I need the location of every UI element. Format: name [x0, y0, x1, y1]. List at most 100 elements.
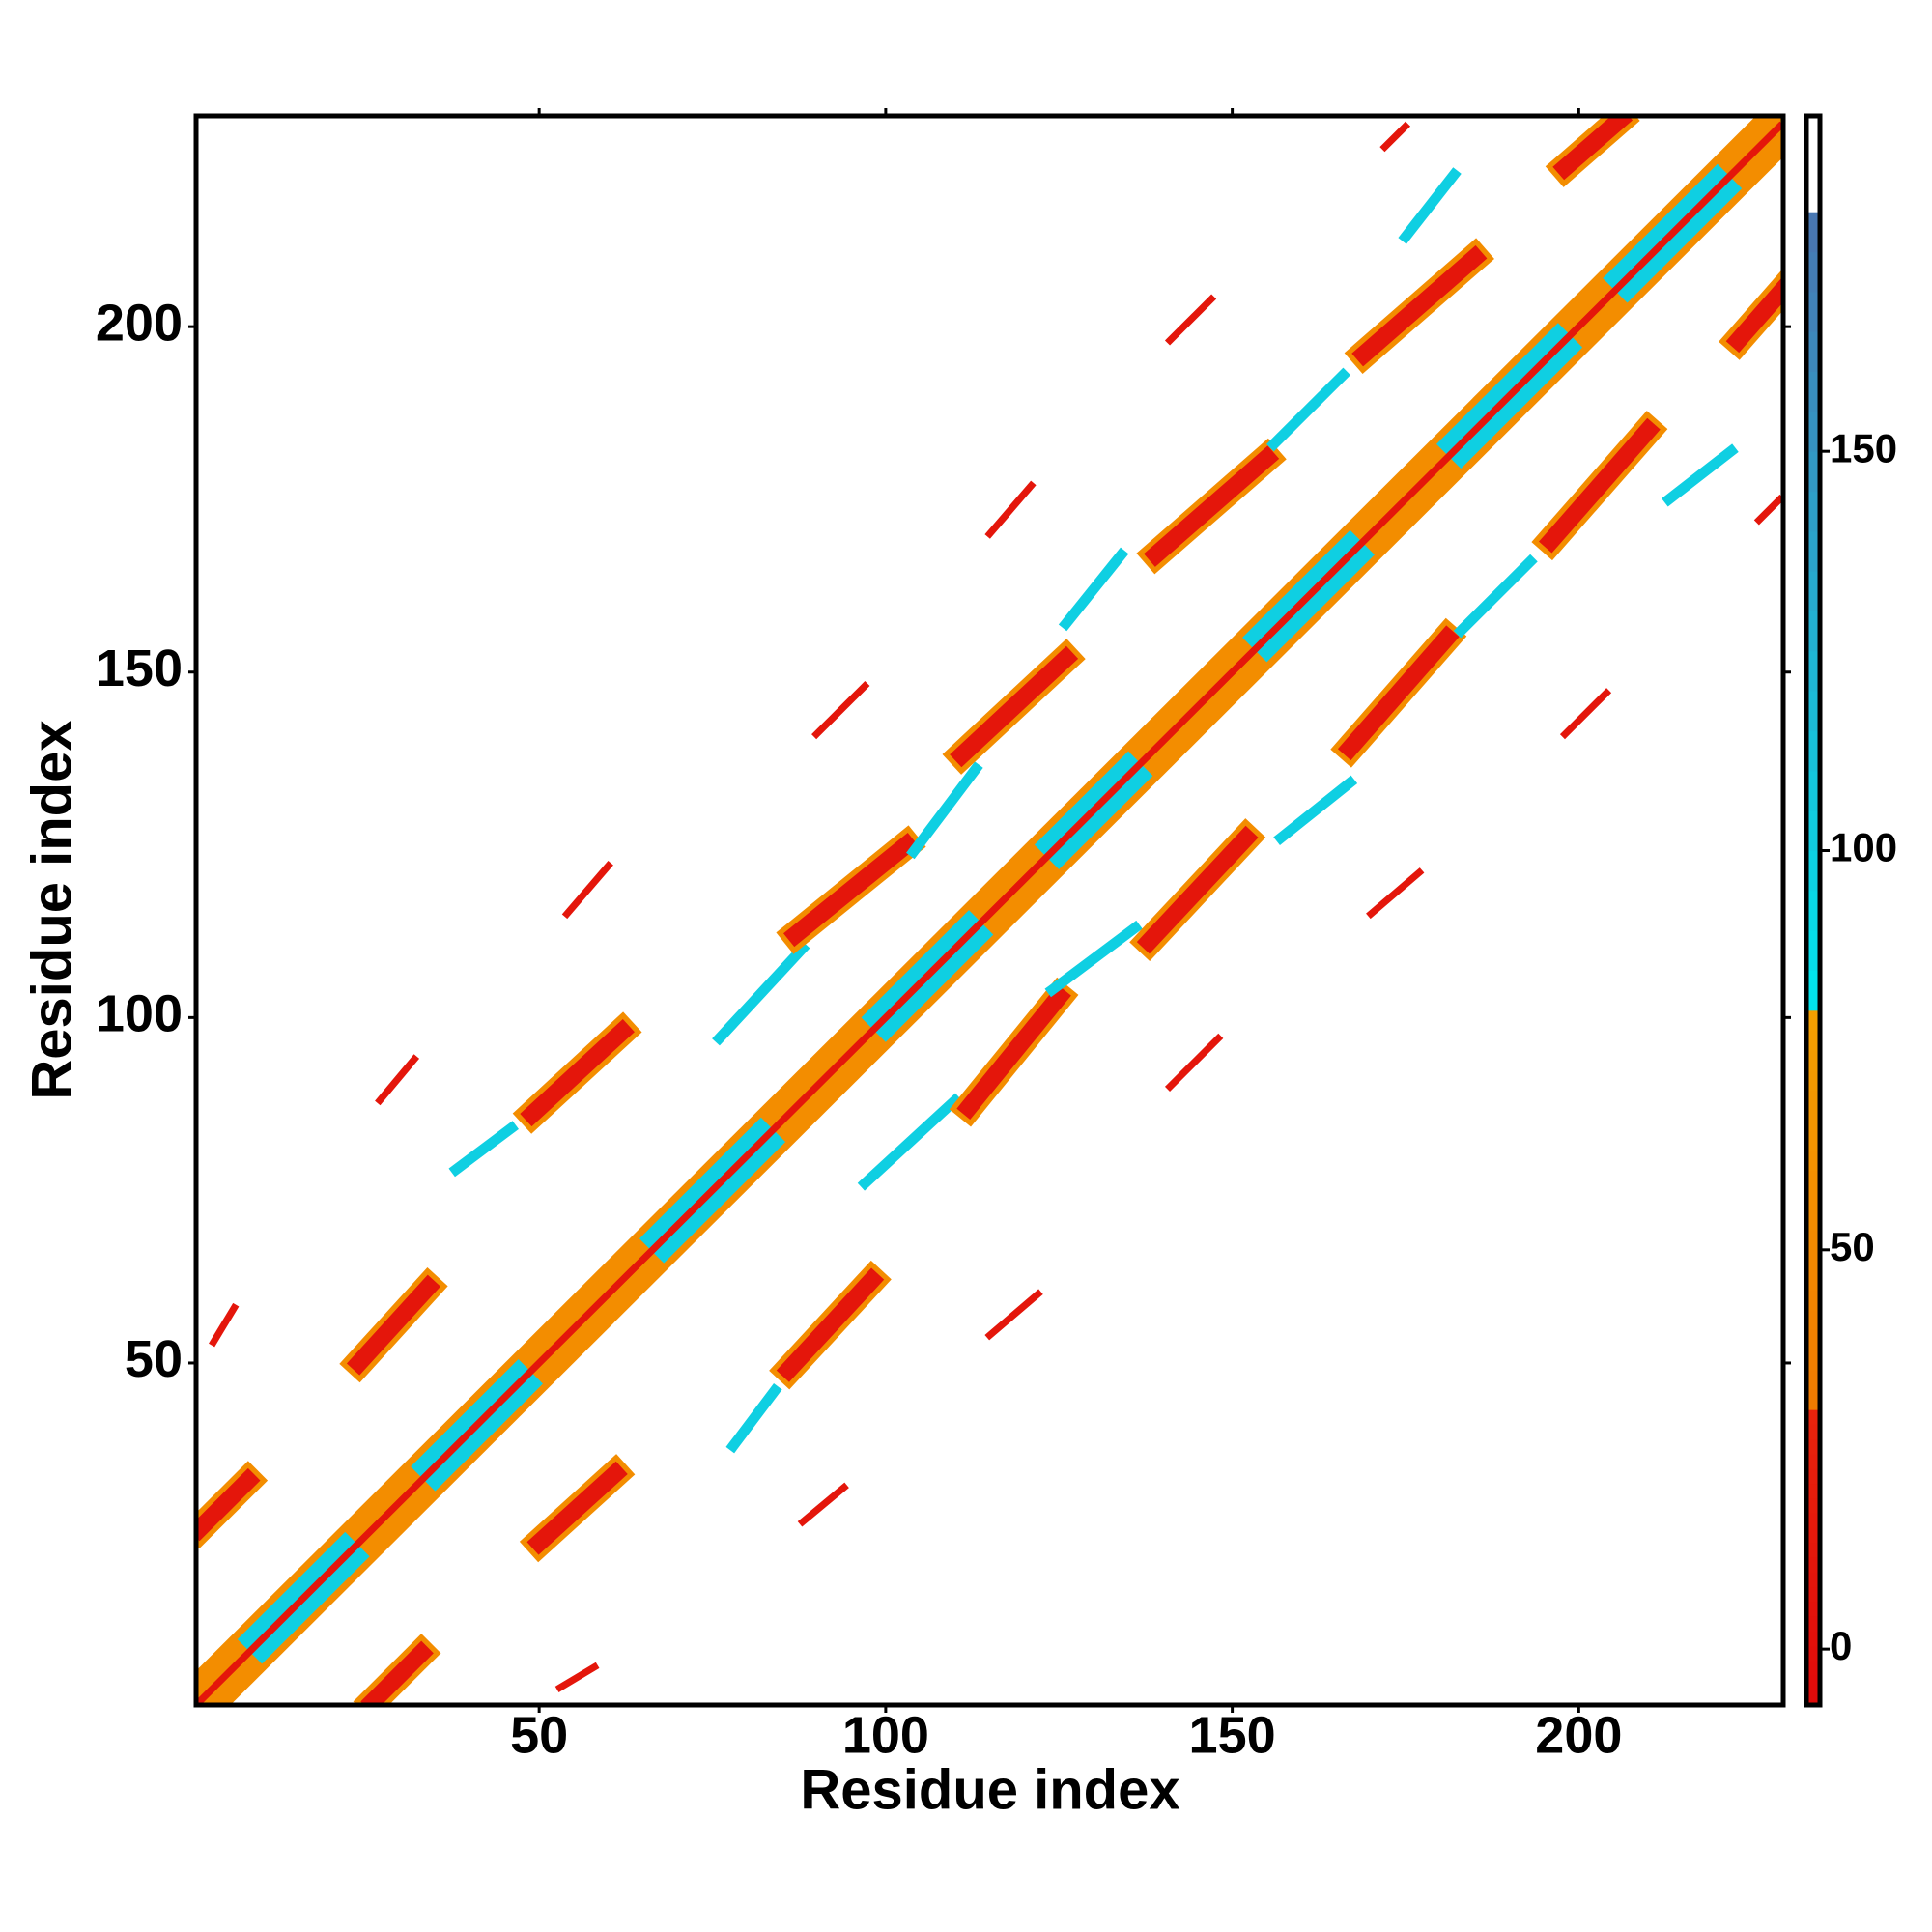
contact-streak — [1144, 445, 1280, 567]
colorbar-segment — [1806, 1542, 1820, 1558]
colorbar-segment — [1806, 192, 1820, 198]
contact-streak — [1058, 547, 1129, 632]
colorbar-segment — [1806, 1090, 1820, 1111]
colorbar-segment — [1806, 1497, 1820, 1514]
colorbar-segment — [1806, 1249, 1820, 1270]
y-tick-label: 50 — [125, 1330, 183, 1388]
x-tick-label: 200 — [1535, 1706, 1622, 1764]
colorbar-segment — [1806, 116, 1820, 122]
colorbar-tick-label: 150 — [1830, 425, 1897, 470]
contact-streak — [984, 480, 1037, 539]
colorbar-segment — [1806, 1329, 1820, 1350]
colorbar-segment — [1806, 158, 1820, 165]
colorbar-segment — [1806, 173, 1820, 179]
colorbar-segment — [1806, 411, 1820, 452]
y-tick-label: 150 — [96, 639, 183, 697]
colorbar-segment — [1806, 120, 1820, 127]
x-axis-label: Residue index — [800, 1758, 1179, 1821]
colorbar-segment — [1806, 187, 1820, 193]
heatmap-cells — [196, 116, 1783, 1705]
colorbar-segment — [1806, 970, 1820, 1011]
colorbar-segment — [1806, 163, 1820, 170]
contact-streak — [196, 121, 1783, 1705]
colorbar-segment — [1806, 1009, 1820, 1031]
contact-streak-mirror — [360, 1640, 434, 1705]
colorbar-segment — [1806, 149, 1820, 156]
colorbar-segment — [1806, 129, 1820, 136]
colorbar-segment — [1806, 1468, 1820, 1485]
colorbar-frame — [1804, 113, 1823, 1708]
colorbar-segment — [1806, 1389, 1820, 1410]
colorbar-segment — [1806, 1645, 1820, 1662]
colorbar-segment — [1806, 1661, 1820, 1676]
colorbar-segment — [1806, 890, 1820, 931]
colorbar-segment — [1806, 1170, 1820, 1191]
contact-streak — [1398, 167, 1462, 244]
colorbar-segment — [1806, 154, 1820, 160]
colorbar-segment — [1806, 1572, 1820, 1588]
contact-streak — [1379, 121, 1411, 153]
colorbar-segment — [1806, 1110, 1820, 1131]
contact-streak-mirror — [1559, 688, 1612, 740]
colorbar-segment — [1806, 139, 1820, 146]
contact-streak — [712, 941, 810, 1046]
colorbar-segment — [1806, 183, 1820, 188]
colorbar-segment — [1806, 1189, 1820, 1210]
colorbar-segment — [1806, 730, 1820, 772]
colorbar-segment — [1806, 1513, 1820, 1528]
colorbar-segment — [1806, 134, 1820, 141]
colorbar-segment — [1806, 125, 1820, 131]
contact-streak — [1164, 294, 1217, 346]
colorbar-segment — [1806, 611, 1820, 652]
colorbar-segment — [1806, 1309, 1820, 1330]
colorbar-segment — [1806, 930, 1820, 971]
contact-streak — [209, 1302, 240, 1348]
x-tick-label: 100 — [842, 1706, 929, 1764]
colorbar-segment — [1806, 691, 1820, 732]
colorbar-segment — [1806, 1350, 1820, 1371]
contact-streak-mirror — [1753, 494, 1783, 526]
contact-streak — [1552, 116, 1634, 181]
colorbar-segment — [1806, 197, 1820, 203]
colorbar-segment — [1806, 1129, 1820, 1151]
colorbar-segment — [1806, 810, 1820, 852]
colorbar-segment — [1806, 491, 1820, 532]
colorbar-tick-label: 0 — [1830, 1623, 1852, 1668]
contact-streak — [906, 761, 983, 860]
contact-streak-mirror — [984, 1289, 1043, 1341]
colorbar-segment — [1806, 571, 1820, 612]
colorbar-segment — [1806, 1527, 1820, 1544]
colorbar-segment — [1806, 212, 1820, 253]
colorbar-segment — [1806, 1616, 1820, 1633]
colorbar — [1806, 116, 1820, 1706]
colorbar-segment — [1806, 770, 1820, 811]
contact-streak — [811, 680, 870, 740]
colorbar-segment — [1806, 650, 1820, 692]
colorbar-segment — [1806, 1069, 1820, 1091]
colorbar-segment — [1806, 1369, 1820, 1390]
colorbar-segment — [1806, 1150, 1820, 1171]
colorbar-segment — [1806, 451, 1820, 493]
colorbar-segment — [1806, 178, 1820, 184]
colorbar-segment — [1806, 1209, 1820, 1231]
contact-streak-mirror — [725, 1383, 782, 1454]
colorbar-segment — [1806, 1586, 1820, 1603]
colorbar-segment — [1806, 1454, 1820, 1469]
colorbar-segment — [1806, 1409, 1820, 1425]
contact-streak — [520, 1018, 635, 1127]
contact-streak — [375, 1054, 420, 1106]
colorbar-segment — [1806, 530, 1820, 572]
contact-streak — [950, 645, 1079, 768]
colorbar-segment — [1806, 850, 1820, 892]
colorbar-segment — [1806, 1230, 1820, 1251]
contact-streak-mirror — [526, 1461, 628, 1555]
colorbar-segment — [1806, 371, 1820, 412]
contact-streak-mirror — [1662, 443, 1739, 507]
contact-streak — [346, 1274, 441, 1376]
x-tick-label: 150 — [1189, 1706, 1276, 1764]
colorbar-segment — [1806, 202, 1820, 208]
contact-streak-mirror — [956, 984, 1071, 1120]
contact-streak-mirror — [857, 1093, 963, 1191]
contact-streak-mirror — [1337, 625, 1460, 761]
